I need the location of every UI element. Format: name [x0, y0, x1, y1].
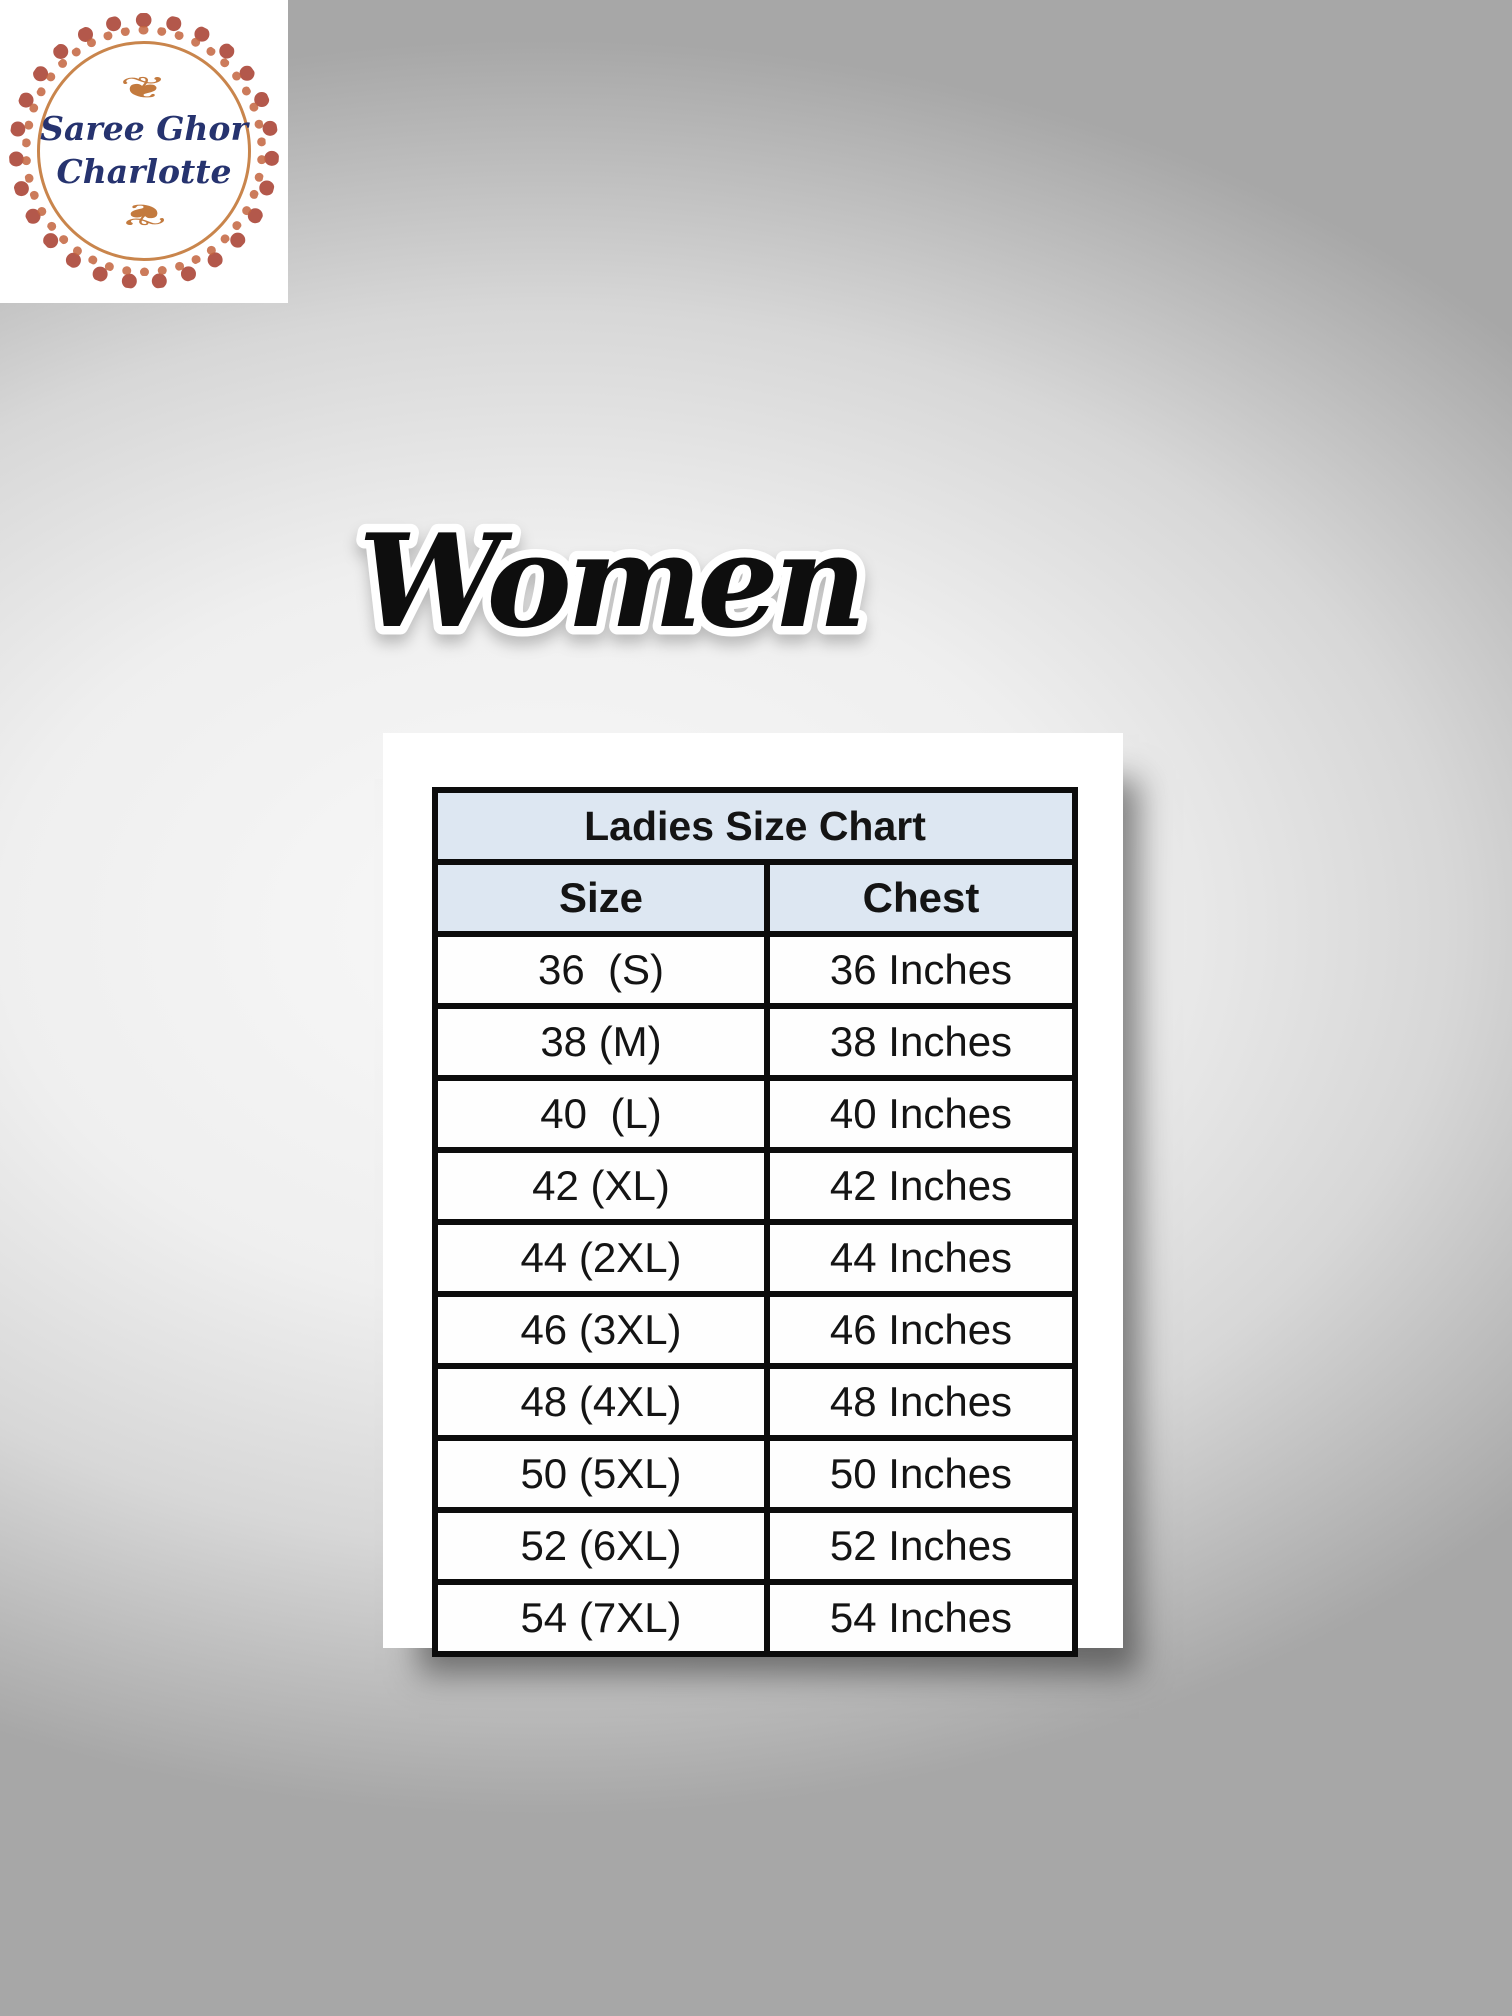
table-row: 44 (2XL) 44 Inches	[432, 1219, 1078, 1297]
table-row: 46 (3XL) 46 Inches	[432, 1291, 1078, 1369]
size-cell: 42 (XL)	[432, 1147, 770, 1225]
chest-cell: 50 Inches	[764, 1435, 1078, 1513]
size-cell: 38 (M)	[432, 1003, 770, 1081]
table-title-row: Ladies Size Chart	[432, 787, 1078, 865]
chest-cell: 38 Inches	[764, 1003, 1078, 1081]
size-cell: 44 (2XL)	[432, 1219, 770, 1297]
chest-cell: 54 Inches	[764, 1579, 1078, 1657]
women-title-sticker: Women	[350, 499, 876, 666]
women-title-text: Women	[358, 507, 862, 657]
table-row: 36 (S) 36 Inches	[432, 931, 1078, 1009]
logo-ornate-frame: ❦ Saree Ghor Charlotte ❦	[9, 13, 279, 289]
table-row: 48 (4XL) 48 Inches	[432, 1363, 1078, 1441]
chest-cell: 40 Inches	[764, 1075, 1078, 1153]
chest-cell: 42 Inches	[764, 1147, 1078, 1225]
logo-text: Saree Ghor Charlotte	[40, 108, 248, 194]
logo-lace-ring-inner	[22, 26, 266, 276]
size-cell: 50 (5XL)	[432, 1435, 770, 1513]
chest-cell: 48 Inches	[764, 1363, 1078, 1441]
table-row: 40 (L) 40 Inches	[432, 1075, 1078, 1153]
size-cell: 46 (3XL)	[432, 1291, 770, 1369]
logo-flourish-top-icon: ❦	[120, 71, 168, 107]
table-header-row: Size Chest	[432, 859, 1078, 937]
table-title: Ladies Size Chart	[432, 787, 1078, 865]
size-cell: 40 (L)	[432, 1075, 770, 1153]
size-cell: 36 (S)	[432, 931, 770, 1009]
column-header-chest: Chest	[764, 859, 1078, 937]
column-header-size: Size	[432, 859, 770, 937]
chest-cell: 44 Inches	[764, 1219, 1078, 1297]
table-row: 50 (5XL) 50 Inches	[432, 1435, 1078, 1513]
size-cell: 54 (7XL)	[432, 1579, 770, 1657]
chest-cell: 36 Inches	[764, 931, 1078, 1009]
logo-flourish-bottom-icon: ❦	[120, 195, 168, 231]
logo-copper-ring	[37, 41, 251, 261]
logo-center: ❦ Saree Ghor Charlotte ❦	[40, 44, 248, 258]
size-cell: 48 (4XL)	[432, 1363, 770, 1441]
logo-text-line2: Charlotte	[56, 152, 232, 191]
size-chart-table: Ladies Size Chart Size Chest 36 (S) 36 I…	[432, 787, 1078, 1657]
table-row: 42 (XL) 42 Inches	[432, 1147, 1078, 1225]
brand-logo: ❦ Saree Ghor Charlotte ❦	[0, 0, 288, 303]
chest-cell: 52 Inches	[764, 1507, 1078, 1585]
table-row: 54 (7XL) 54 Inches	[432, 1579, 1078, 1657]
table-row: 52 (6XL) 52 Inches	[432, 1507, 1078, 1585]
table-row: 38 (M) 38 Inches	[432, 1003, 1078, 1081]
chest-cell: 46 Inches	[764, 1291, 1078, 1369]
logo-text-line1: Saree Ghor	[40, 109, 248, 149]
size-cell: 52 (6XL)	[432, 1507, 770, 1585]
size-chart-card: Ladies Size Chart Size Chest 36 (S) 36 I…	[383, 733, 1123, 1657]
